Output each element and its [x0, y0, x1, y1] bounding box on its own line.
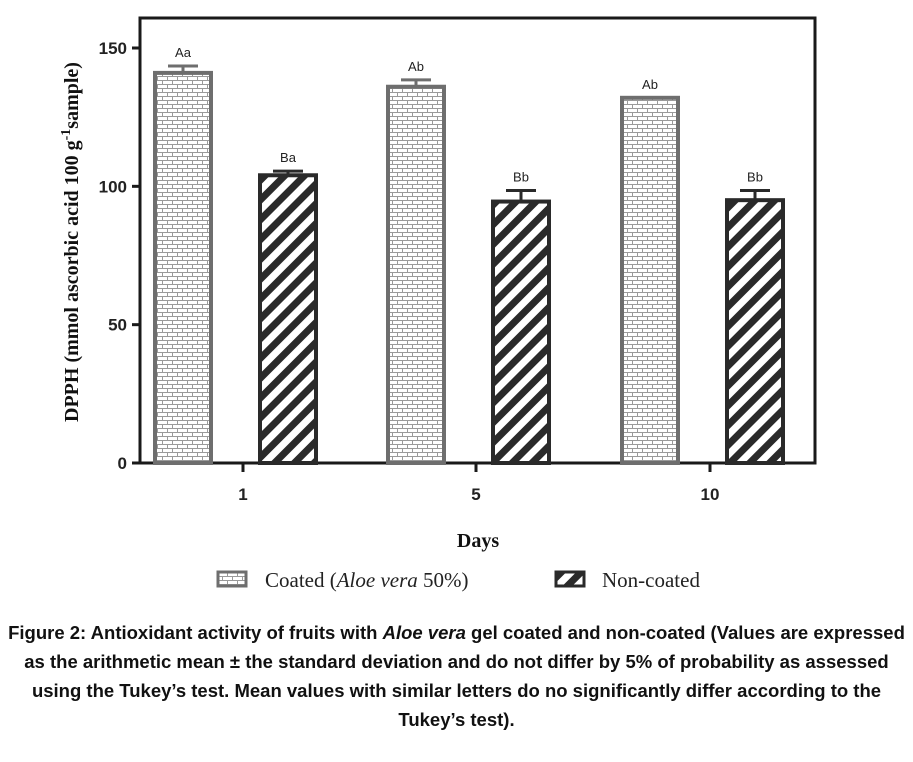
legend-swatch [554, 570, 586, 588]
x-axis-label: Days [457, 530, 499, 552]
data-label: Aa [175, 45, 192, 60]
data-label: Ab [408, 59, 424, 74]
caption-suffix: gel coated and non-coated (Values are ex… [24, 622, 905, 730]
y-tick-label: 0 [118, 454, 127, 473]
x-tick-label: 5 [471, 485, 480, 504]
bar [258, 173, 318, 465]
data-label: Bb [513, 169, 529, 184]
plot-area: 0 50 100 150 1 5 10 Aa Ab Ab Ba Bb Bb Days DPPH (mmol … [59, 16, 817, 592]
chart: 0 50 100 150 1 5 10 Aa Ab Ab Ba Bb Bb Days DPPH (mmol … [59, 16, 817, 592]
bar [620, 95, 680, 466]
data-label: Ba [280, 150, 297, 165]
data-label: Ab [642, 77, 658, 92]
caption-italic: Aloe vera [382, 622, 466, 643]
y-tick-label: 50 [108, 316, 127, 335]
bar [153, 70, 213, 466]
bar [386, 84, 446, 465]
y-tick-label: 100 [99, 177, 127, 196]
legend-label: Non-coated [602, 568, 700, 592]
bar [725, 198, 785, 466]
legend-swatch [216, 570, 248, 588]
y-axis-label: DPPH (mmol ascorbic acid 100 g-1sample) [59, 62, 83, 422]
data-label: Bb [747, 169, 763, 184]
bar [491, 199, 551, 466]
x-tick-label: 10 [701, 485, 720, 504]
y-tick-label: 150 [99, 39, 127, 58]
plot-frame [138, 16, 817, 465]
figure-caption: Figure 2: Antioxidant activity of fruits… [0, 618, 913, 734]
legend-label: Coated (Aloe vera 50%) [265, 568, 469, 592]
x-tick-label: 1 [238, 485, 247, 504]
caption-prefix: Figure 2: Antioxidant activity of fruits… [8, 622, 383, 643]
